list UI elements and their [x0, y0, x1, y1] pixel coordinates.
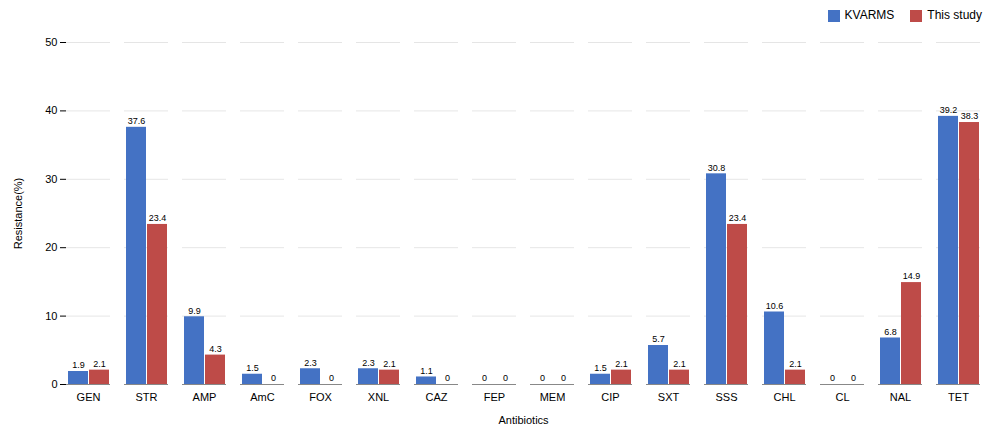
svg-text:10: 10 [45, 310, 57, 322]
svg-text:NAL: NAL [890, 391, 911, 403]
svg-text:Resistance(%): Resistance(%) [12, 178, 24, 250]
svg-text:40: 40 [45, 104, 57, 116]
svg-text:1.9: 1.9 [72, 360, 85, 370]
svg-text:CHL: CHL [773, 391, 795, 403]
svg-text:14.9: 14.9 [903, 271, 921, 281]
svg-text:0: 0 [271, 373, 276, 383]
svg-text:0: 0 [482, 373, 487, 383]
svg-text:STR: STR [136, 391, 158, 403]
svg-text:6.8: 6.8 [884, 327, 897, 337]
svg-text:23.4: 23.4 [729, 213, 747, 223]
svg-text:38.3: 38.3 [961, 111, 979, 121]
svg-text:TET: TET [948, 391, 969, 403]
svg-text:9.9: 9.9 [188, 306, 201, 316]
svg-text:AmC: AmC [250, 391, 275, 403]
svg-text:GEN: GEN [77, 391, 101, 403]
svg-text:50: 50 [45, 36, 57, 48]
svg-text:10.6: 10.6 [766, 301, 784, 311]
svg-text:4.3: 4.3 [209, 344, 222, 354]
svg-text:2.1: 2.1 [673, 359, 686, 369]
svg-text:CAZ: CAZ [426, 391, 448, 403]
svg-text:5.7: 5.7 [652, 334, 665, 344]
svg-text:0: 0 [503, 373, 508, 383]
svg-text:CL: CL [835, 391, 849, 403]
svg-text:2.1: 2.1 [93, 359, 106, 369]
svg-text:0: 0 [830, 373, 835, 383]
svg-text:2.1: 2.1 [383, 359, 396, 369]
svg-text:0: 0 [329, 373, 334, 383]
svg-text:0: 0 [561, 373, 566, 383]
svg-text:1.1: 1.1 [420, 366, 433, 376]
svg-text:Antibiotics: Antibiotics [498, 414, 549, 426]
svg-text:2.3: 2.3 [304, 358, 317, 368]
svg-text:MEM: MEM [540, 391, 566, 403]
svg-text:1.5: 1.5 [594, 363, 607, 373]
svg-text:0: 0 [51, 378, 57, 390]
svg-text:23.4: 23.4 [149, 213, 167, 223]
svg-text:2.1: 2.1 [789, 359, 802, 369]
svg-text:2.1: 2.1 [615, 359, 628, 369]
svg-text:FEP: FEP [484, 391, 505, 403]
svg-text:SXT: SXT [658, 391, 680, 403]
svg-text:30: 30 [45, 173, 57, 185]
svg-text:1.5: 1.5 [246, 363, 259, 373]
svg-text:0: 0 [445, 373, 450, 383]
svg-text:2.3: 2.3 [362, 358, 375, 368]
svg-text:AMP: AMP [193, 391, 217, 403]
html-text:KVARMS: KVARMS [844, 8, 895, 22]
svg-text:0: 0 [851, 373, 856, 383]
svg-text:30.8: 30.8 [708, 163, 726, 173]
svg-text:0: 0 [540, 373, 545, 383]
svg-text:SSS: SSS [715, 391, 737, 403]
svg-text:CIP: CIP [601, 391, 619, 403]
svg-text:20: 20 [45, 241, 57, 253]
html-text:This study: This study [927, 8, 982, 22]
svg-text:FOX: FOX [309, 391, 332, 403]
svg-text:XNL: XNL [368, 391, 389, 403]
svg-text:39.2: 39.2 [940, 105, 958, 115]
svg-text:37.6: 37.6 [128, 116, 146, 126]
